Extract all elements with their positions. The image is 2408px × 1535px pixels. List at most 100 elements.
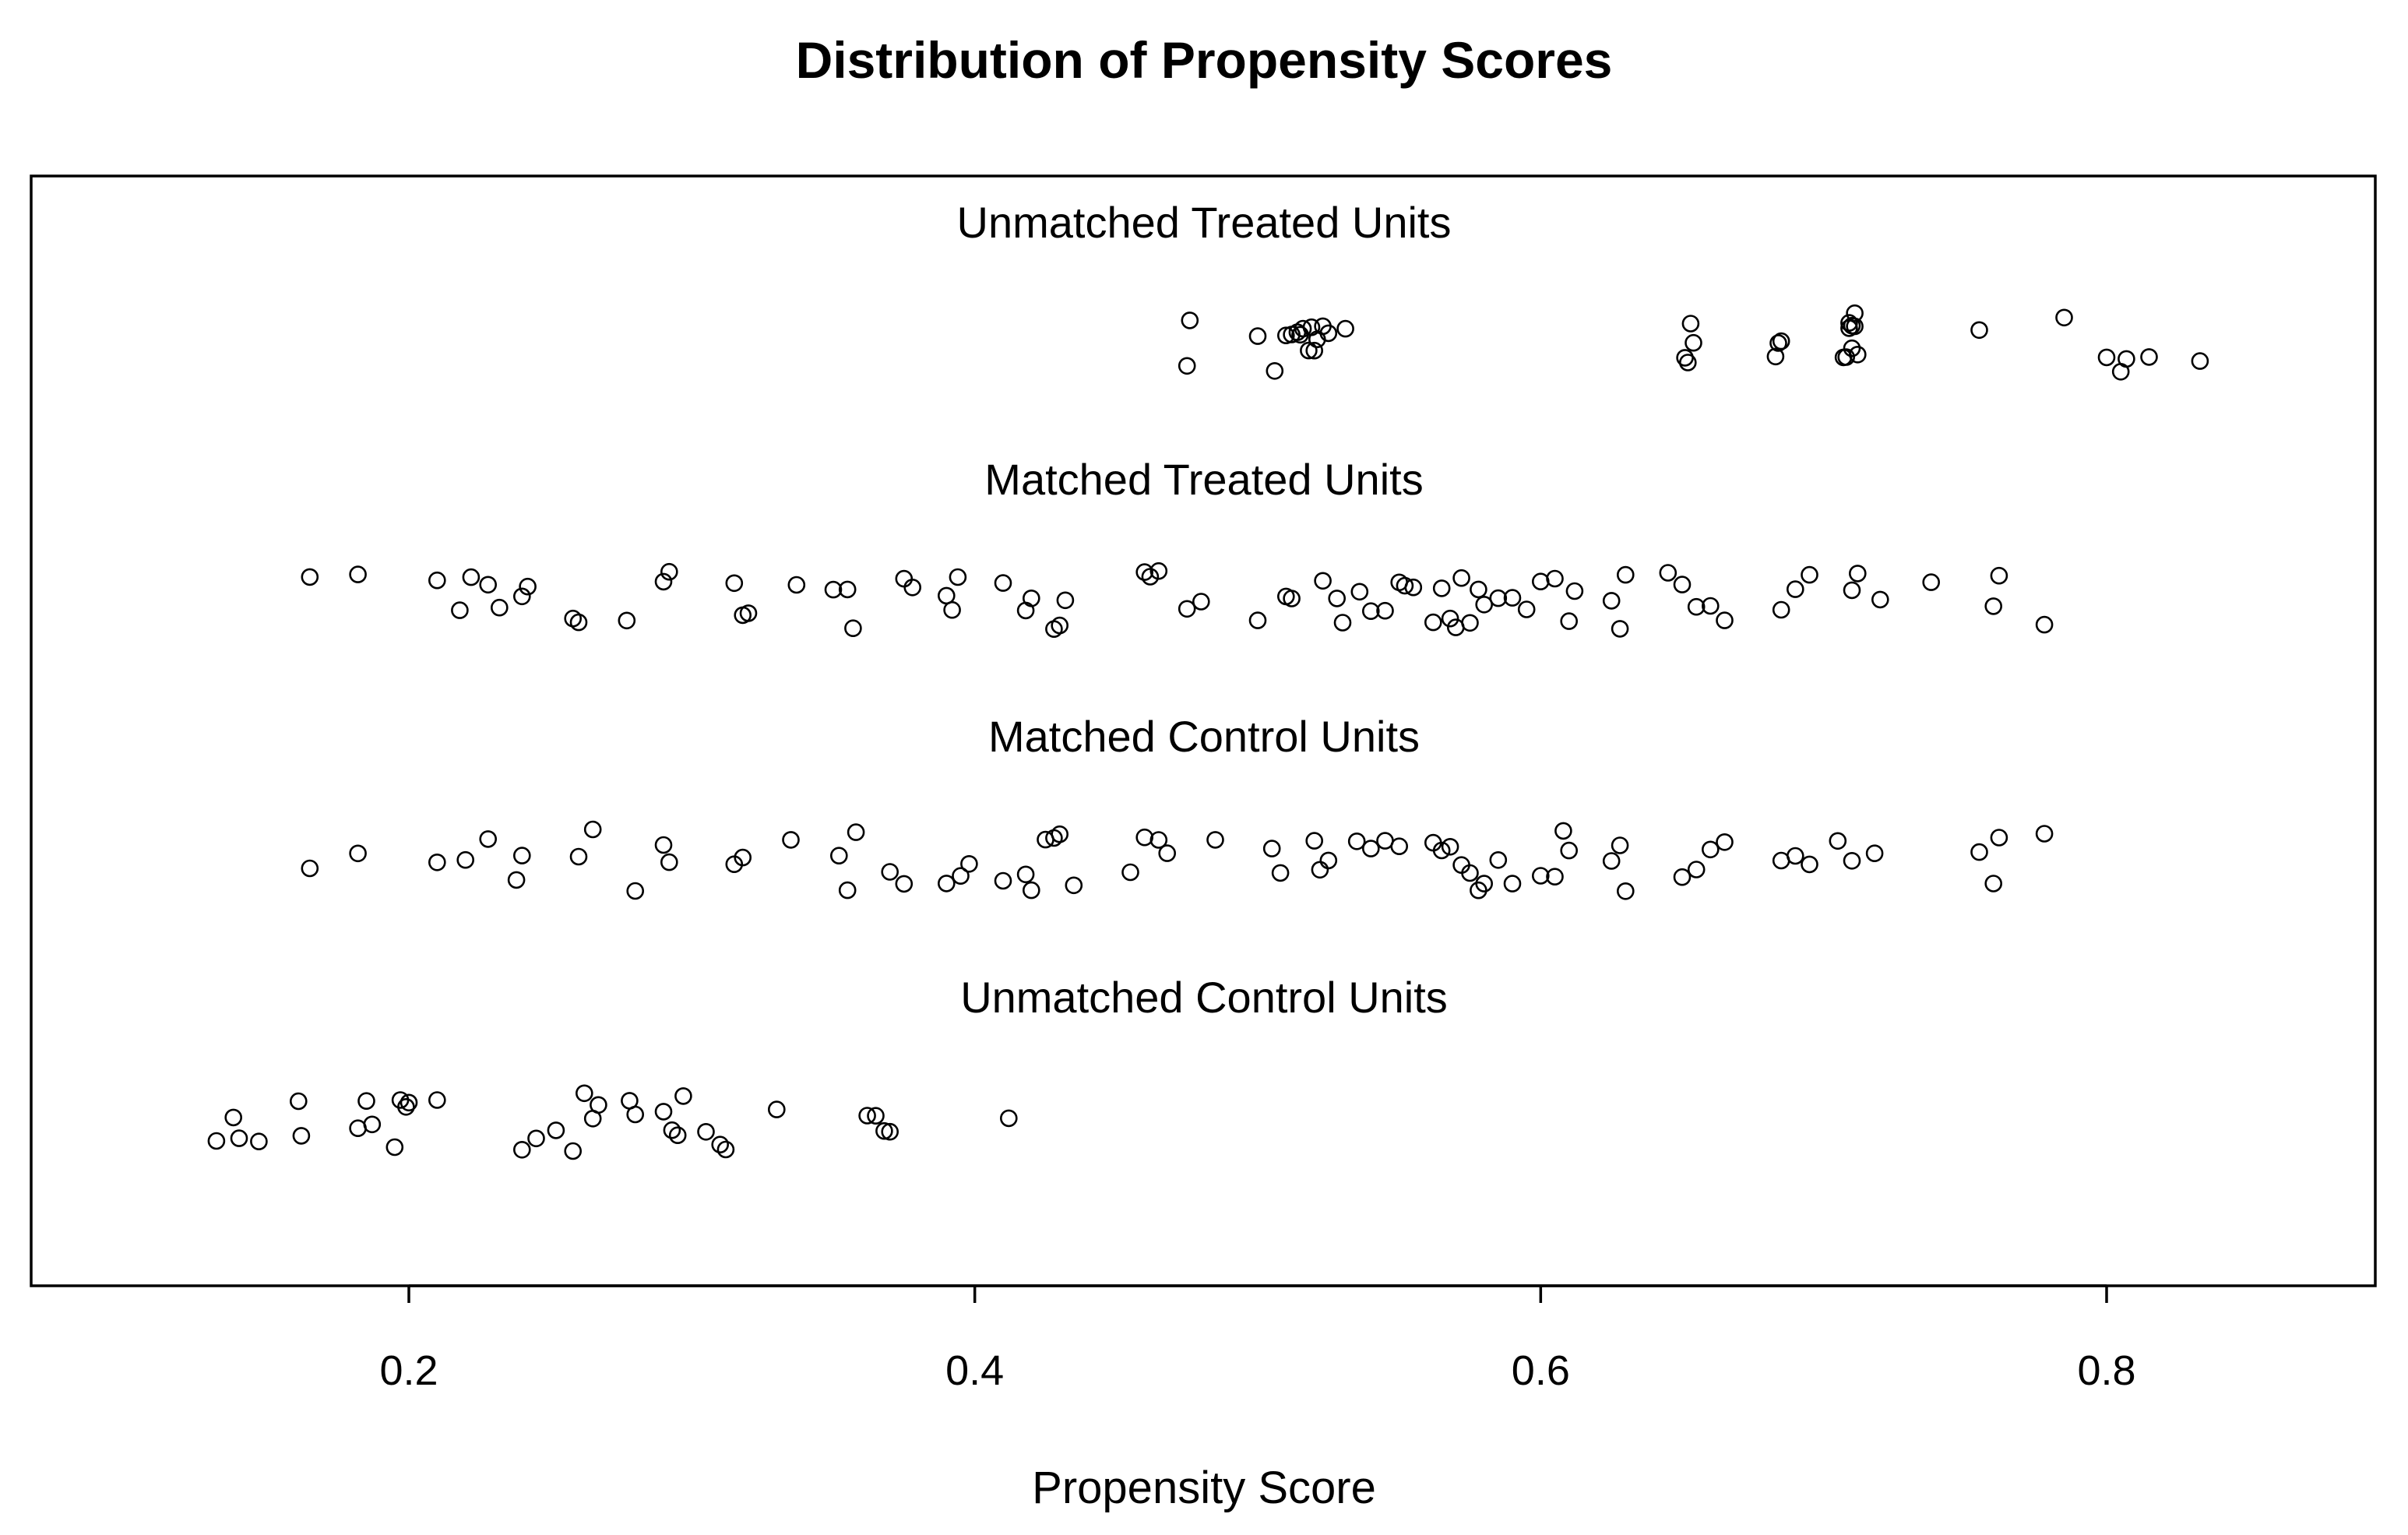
data-point: [1016, 865, 1035, 884]
data-point: [654, 836, 673, 854]
data-point: [847, 823, 865, 841]
data-point: [2055, 308, 2073, 327]
data-point: [1314, 572, 1332, 590]
group-label: Unmatched Treated Units: [957, 198, 1452, 247]
data-point: [1554, 822, 1572, 840]
data-point: [1271, 864, 1290, 882]
data-point: [782, 831, 800, 849]
group-labels: Unmatched Treated Units Matched Treated U…: [957, 198, 1452, 1022]
data-point: [583, 820, 602, 839]
x-tick-label: 0.4: [945, 1347, 1004, 1394]
data-point: [1970, 843, 1988, 861]
data-point: [1865, 844, 1884, 862]
data-point: [1347, 833, 1366, 850]
data-point: [1283, 590, 1301, 607]
data-point: [2140, 348, 2158, 366]
x-tick-label: 0.6: [1512, 1347, 1570, 1394]
data-point: [1328, 590, 1346, 607]
data-point: [224, 1108, 243, 1127]
data-point: [1849, 345, 1867, 364]
data-point: [527, 1129, 545, 1148]
data-point: [660, 562, 678, 581]
data-point: [938, 875, 956, 892]
data-point: [994, 871, 1012, 890]
data-point: [1849, 565, 1867, 583]
data-point: [1135, 828, 1153, 847]
data-point: [1149, 562, 1168, 580]
data-point: [1248, 611, 1267, 629]
data-point: [349, 1119, 367, 1137]
data-point: [654, 1103, 673, 1121]
data-point: [1461, 614, 1479, 632]
data-point: [2118, 350, 2135, 368]
data-point: [949, 568, 967, 586]
data-point: [1602, 592, 1621, 610]
data-point: [654, 572, 673, 591]
data-point: [1121, 863, 1139, 882]
data-point: [1051, 825, 1068, 843]
data-point: [428, 1091, 446, 1109]
series-group: [1178, 304, 2209, 381]
data-point: [462, 568, 481, 586]
data-point: [1178, 600, 1196, 618]
data-point: [1294, 319, 1312, 338]
data-point: [1772, 332, 1790, 350]
data-point: [1673, 576, 1692, 593]
data-point: [1766, 347, 1785, 366]
data-point: [1659, 564, 1678, 582]
data-point: [626, 1105, 645, 1124]
data-point: [1843, 581, 1861, 600]
data-point: [858, 1107, 876, 1125]
data-point: [1673, 868, 1692, 886]
data-point: [943, 600, 961, 619]
data-point: [875, 1121, 893, 1140]
data-point: [1843, 339, 1861, 357]
data-point: [400, 1093, 418, 1112]
data-point: [1305, 341, 1323, 360]
data-point: [895, 569, 914, 588]
data-point: [1424, 613, 1442, 632]
data-point: [711, 1135, 730, 1153]
data-point: [512, 847, 531, 864]
data-point: [1560, 612, 1578, 630]
data-point: [569, 613, 588, 632]
data-point: [1611, 836, 1629, 854]
data-point: [479, 830, 498, 848]
points-layer: [207, 304, 2209, 1160]
data-point: [1135, 563, 1153, 581]
data-point: [1362, 602, 1380, 621]
data-point: [2097, 348, 2116, 367]
data-point: [547, 1121, 565, 1139]
data-point: [1846, 304, 1864, 322]
data-point: [716, 1140, 735, 1159]
data-point: [1192, 593, 1210, 611]
data-point: [590, 1096, 607, 1114]
data-point: [663, 1121, 681, 1139]
data-point: [512, 587, 531, 606]
data-point: [512, 1141, 531, 1159]
data-point: [507, 871, 526, 889]
data-point: [349, 565, 367, 583]
data-point: [1716, 833, 1734, 851]
chart-title: Distribution of Propensity Scores: [796, 31, 1613, 89]
data-point: [1829, 832, 1847, 850]
data-point: [1787, 847, 1804, 865]
data-point: [1045, 620, 1063, 639]
data-point: [1432, 579, 1451, 597]
data-point: [1056, 591, 1075, 610]
data-point: [1376, 601, 1394, 620]
data-point: [903, 578, 921, 597]
data-point: [938, 586, 956, 605]
data-point: [230, 1129, 248, 1147]
data-point: [349, 844, 367, 863]
data-point: [1319, 851, 1338, 870]
data-point: [1679, 354, 1697, 371]
data-point: [1617, 565, 1635, 584]
data-point: [734, 848, 752, 867]
data-point: [1319, 324, 1338, 343]
data-point: [1461, 864, 1479, 882]
data-point: [994, 574, 1012, 592]
data-point: [1970, 321, 1988, 340]
data-point: [1922, 573, 1940, 591]
